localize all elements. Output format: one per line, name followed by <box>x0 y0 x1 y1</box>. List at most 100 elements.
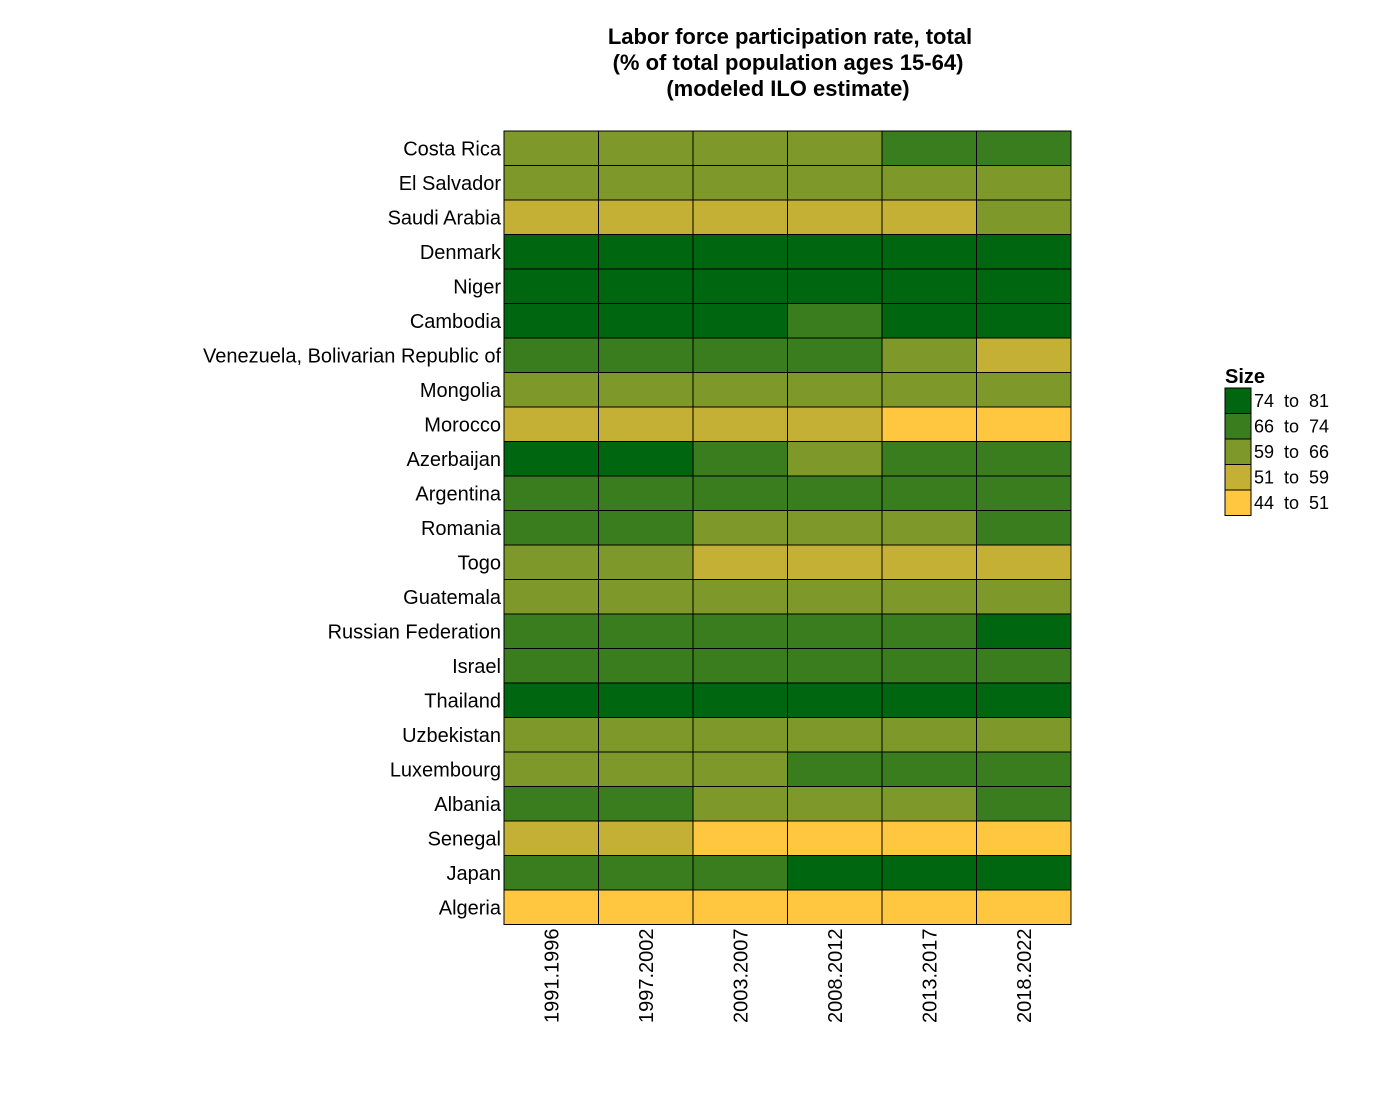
y-tick-label-denmark: Denmark <box>420 242 502 264</box>
x-tick-label-2013-2017: 2013.2017 <box>919 929 941 1024</box>
heatmap-cell-saudi-arabia-2003-2007 <box>692 199 788 235</box>
heatmap-cell-togo-2018-2022 <box>976 544 1072 580</box>
heatmap-cell-russian-federation-1997-2002 <box>598 613 694 649</box>
heatmap-cell-azerbaijan-2013-2017 <box>881 441 977 477</box>
heatmap-cell-albania-2003-2007 <box>692 786 788 822</box>
heatmap-cell-senegal-2018-2022 <box>976 820 1072 856</box>
legend-label-4: 44 to 51 <box>1254 493 1329 513</box>
y-tick-label-israel: Israel <box>452 656 501 678</box>
heatmap-cell-cambodia-1991-1996 <box>503 303 599 339</box>
heatmap-cell-uzbekistan-2003-2007 <box>692 717 788 753</box>
heatmap-cell-morocco-2003-2007 <box>692 406 788 442</box>
heatmap-cell-albania-2008-2012 <box>787 786 883 822</box>
heatmap-cell-mongolia-2013-2017 <box>881 372 977 408</box>
heatmap-cell-saudi-arabia-1991-1996 <box>503 199 599 235</box>
heatmap-cell-japan-2013-2017 <box>881 855 977 891</box>
heatmap-cell-luxembourg-1997-2002 <box>598 751 694 787</box>
heatmap-cell-togo-1997-2002 <box>598 544 694 580</box>
heatmap-cell-senegal-1997-2002 <box>598 820 694 856</box>
heatmap-cell-argentina-1997-2002 <box>598 475 694 511</box>
heatmap-cell-uzbekistan-2018-2022 <box>976 717 1072 753</box>
heatmap-cell-mongolia-2003-2007 <box>692 372 788 408</box>
heatmap-cell-morocco-2008-2012 <box>787 406 883 442</box>
heatmap-cell-luxembourg-2003-2007 <box>692 751 788 787</box>
legend-swatch-1 <box>1224 413 1252 440</box>
x-tick-label-2003-2007: 2003.2007 <box>730 929 752 1024</box>
y-tick-label-costa-rica: Costa Rica <box>403 138 502 160</box>
heatmap-cell-algeria-1997-2002 <box>598 889 694 925</box>
heatmap-cell-niger-2013-2017 <box>881 268 977 304</box>
heatmap-cell-guatemala-1997-2002 <box>598 579 694 615</box>
heatmap-cell-russian-federation-2003-2007 <box>692 613 788 649</box>
heatmap-cell-denmark-1997-2002 <box>598 234 694 270</box>
heatmap-cell-costa-rica-2018-2022 <box>976 130 1072 166</box>
legend-swatch-3 <box>1224 464 1252 491</box>
heatmap-cell-niger-1991-1996 <box>503 268 599 304</box>
heatmap-cell-uzbekistan-2013-2017 <box>881 717 977 753</box>
heatmap-cell-azerbaijan-1997-2002 <box>598 441 694 477</box>
heatmap-cell-japan-2018-2022 <box>976 855 1072 891</box>
y-tick-label-guatemala: Guatemala <box>403 587 502 609</box>
legend: Size 74 to 81 66 to 74 59 to 66 51 to 59 44 … <box>1224 366 1329 516</box>
heatmap-cell-niger-1997-2002 <box>598 268 694 304</box>
heatmap-cell-japan-1991-1996 <box>503 855 599 891</box>
heatmap-cell-morocco-1997-2002 <box>598 406 694 442</box>
legend-swatch-4 <box>1224 489 1252 516</box>
heatmap-cells <box>503 130 1072 925</box>
heatmap-cell-togo-1991-1996 <box>503 544 599 580</box>
x-tick-label-2008-2012: 2008.2012 <box>825 929 847 1024</box>
heatmap-cell-mongolia-1997-2002 <box>598 372 694 408</box>
heatmap-cell-saudi-arabia-2013-2017 <box>881 199 977 235</box>
heatmap-cell-costa-rica-1997-2002 <box>598 130 694 166</box>
heatmap-cell-israel-2008-2012 <box>787 648 883 684</box>
heatmap-cell-denmark-2013-2017 <box>881 234 977 270</box>
heatmap-cell-venezuela-bolivarian-republic-of-2013-2017 <box>881 337 977 373</box>
heatmap-cell-israel-2003-2007 <box>692 648 788 684</box>
y-tick-label-morocco: Morocco <box>424 414 501 436</box>
heatmap-cell-el-salvador-2018-2022 <box>976 165 1072 201</box>
heatmap-cell-guatemala-2013-2017 <box>881 579 977 615</box>
heatmap-cell-el-salvador-2008-2012 <box>787 165 883 201</box>
heatmap-cell-argentina-2008-2012 <box>787 475 883 511</box>
heatmap-cell-venezuela-bolivarian-republic-of-2003-2007 <box>692 337 788 373</box>
heatmap-cell-costa-rica-2013-2017 <box>881 130 977 166</box>
heatmap-cell-russian-federation-2013-2017 <box>881 613 977 649</box>
legend-label-0: 74 to 81 <box>1254 391 1329 411</box>
heatmap-cell-albania-2013-2017 <box>881 786 977 822</box>
heatmap-cell-romania-2018-2022 <box>976 510 1072 546</box>
chart-title-line-2: (% of total population ages 15-64) <box>613 50 964 75</box>
heatmap-cell-costa-rica-2008-2012 <box>787 130 883 166</box>
heatmap-cell-israel-1997-2002 <box>598 648 694 684</box>
heatmap-cell-japan-1997-2002 <box>598 855 694 891</box>
heatmap-cell-togo-2003-2007 <box>692 544 788 580</box>
heatmap-cell-venezuela-bolivarian-republic-of-1997-2002 <box>598 337 694 373</box>
heatmap-cell-albania-1991-1996 <box>503 786 599 822</box>
heatmap-cell-azerbaijan-2018-2022 <box>976 441 1072 477</box>
legend-swatch-0 <box>1224 387 1252 414</box>
heatmap-cell-senegal-2008-2012 <box>787 820 883 856</box>
y-tick-label-russian-federation: Russian Federation <box>328 621 501 643</box>
heatmap-cell-togo-2013-2017 <box>881 544 977 580</box>
heatmap-cell-algeria-2013-2017 <box>881 889 977 925</box>
heatmap-cell-cambodia-2013-2017 <box>881 303 977 339</box>
heatmap-cell-saudi-arabia-1997-2002 <box>598 199 694 235</box>
x-tick-label-1997-2002: 1997.2002 <box>636 929 658 1024</box>
y-tick-label-argentina: Argentina <box>415 483 501 505</box>
heatmap-cell-israel-2013-2017 <box>881 648 977 684</box>
heatmap-cell-thailand-2013-2017 <box>881 682 977 718</box>
heatmap-cell-costa-rica-2003-2007 <box>692 130 788 166</box>
heatmap-cell-argentina-2003-2007 <box>692 475 788 511</box>
chart-title: Labor force participation rate, total (%… <box>608 24 972 101</box>
heatmap-cell-el-salvador-2003-2007 <box>692 165 788 201</box>
y-tick-label-albania: Albania <box>434 794 502 816</box>
heatmap-cell-mongolia-1991-1996 <box>503 372 599 408</box>
y-tick-label-senegal: Senegal <box>428 828 501 850</box>
y-tick-label-cambodia: Cambodia <box>410 311 502 333</box>
heatmap-cell-israel-2018-2022 <box>976 648 1072 684</box>
legend-items: 74 to 81 66 to 74 59 to 66 51 to 59 44 to 51 <box>1224 387 1329 516</box>
heatmap-cell-argentina-2018-2022 <box>976 475 1072 511</box>
heatmap-cell-romania-1997-2002 <box>598 510 694 546</box>
heatmap-cell-senegal-1991-1996 <box>503 820 599 856</box>
heatmap-cell-uzbekistan-1997-2002 <box>598 717 694 753</box>
